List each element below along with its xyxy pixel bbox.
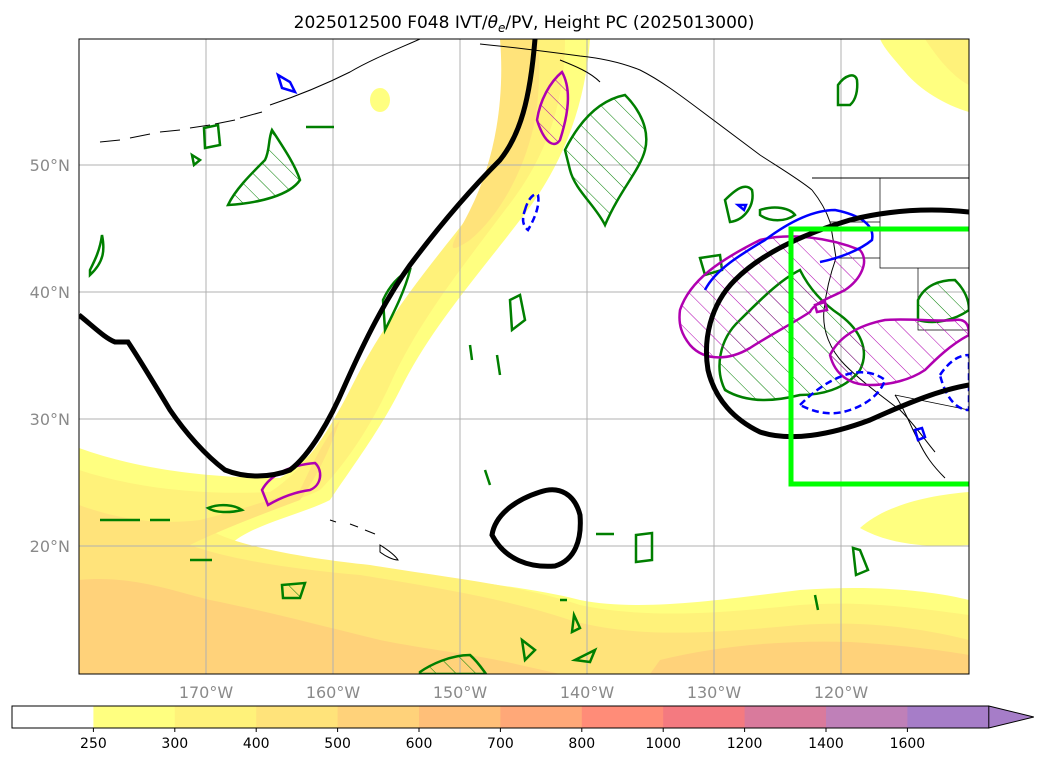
height-contour-main bbox=[79, 39, 538, 479]
theta-e-coast-small-c bbox=[758, 206, 797, 222]
ivt-band-south-500 bbox=[79, 579, 560, 674]
colorbar-tick-label: 400 bbox=[243, 736, 270, 752]
ivt-shading bbox=[79, 39, 969, 674]
colorbar-segment bbox=[337, 706, 420, 728]
theta-e-tropic-d bbox=[280, 581, 307, 600]
theta-e-mid bbox=[381, 267, 412, 335]
theta-e-tropic-h bbox=[520, 637, 598, 664]
colorbar-tick-label: 800 bbox=[568, 736, 595, 752]
colorbar-tick-label: 600 bbox=[406, 736, 433, 752]
lon-label: 160°W bbox=[306, 683, 361, 702]
lon-label: 170°W bbox=[179, 683, 234, 702]
blue-dashed-south bbox=[797, 371, 887, 415]
theta-e-north-blob bbox=[225, 127, 302, 207]
theta-e-tropic-b bbox=[205, 503, 245, 514]
kodiak bbox=[559, 59, 601, 83]
theta-e-small-a bbox=[202, 123, 222, 150]
colorbar-tick-label: 700 bbox=[487, 736, 514, 752]
blue-dashed-a bbox=[521, 193, 540, 232]
ivt-band-south-400 bbox=[79, 420, 969, 674]
colorbar-extension bbox=[988, 705, 1034, 729]
alaska-coast bbox=[269, 39, 421, 106]
ivt-ne-300 bbox=[925, 39, 969, 85]
theta-e-mid-c bbox=[468, 344, 502, 486]
colorbar-tick-label: 1200 bbox=[727, 736, 763, 752]
lon-label: 140°W bbox=[560, 683, 615, 702]
lon-label: 120°W bbox=[814, 683, 869, 702]
hawaii-islands bbox=[329, 519, 399, 561]
colorbar-segment bbox=[500, 706, 583, 728]
alaska-south-coast bbox=[479, 43, 813, 191]
theta-e-tropic-i bbox=[418, 653, 488, 674]
lon-label: 150°W bbox=[433, 683, 488, 702]
region-box bbox=[788, 226, 969, 487]
lat-label: 30°N bbox=[30, 410, 70, 429]
blue-small-a bbox=[734, 203, 927, 442]
theta-e-tropic-f bbox=[851, 546, 870, 577]
lat-label: 20°N bbox=[30, 537, 70, 556]
ivt-streak-core bbox=[452, 39, 540, 249]
ivt-band-south-500b bbox=[650, 641, 969, 674]
theta-e-tropic-e bbox=[596, 531, 654, 564]
longitude-labels: 170°W 160°W 150°W 140°W 130°W 120°W bbox=[179, 683, 869, 702]
aleutian-islands bbox=[99, 111, 263, 143]
colorbar-tick-label: 250 bbox=[80, 736, 107, 752]
colorbar-tick-label: 1400 bbox=[808, 736, 844, 752]
colorbar-segment bbox=[174, 706, 257, 728]
figure-title: 2025012500 F048 IVT/θe/PV, Height PC (20… bbox=[294, 13, 755, 35]
colorbar-segment bbox=[663, 706, 746, 728]
ivt-small-blob bbox=[370, 88, 390, 112]
blue-contours bbox=[275, 72, 969, 442]
map-border bbox=[78, 38, 970, 675]
colorbar-segment bbox=[581, 706, 664, 728]
colorbar-segment bbox=[419, 706, 501, 728]
state-borders bbox=[830, 178, 969, 331]
map-panel bbox=[79, 39, 969, 674]
colorbar-segment bbox=[93, 706, 176, 728]
lat-label: 40°N bbox=[30, 283, 70, 302]
theta-e-west bbox=[88, 234, 105, 278]
pv-north-streak bbox=[535, 70, 570, 146]
theta-e-coast-small-a bbox=[723, 185, 754, 224]
height-contours bbox=[79, 39, 969, 569]
theta-e-north-small bbox=[836, 74, 859, 107]
theta-e-tropic-g bbox=[560, 594, 820, 635]
theta-e-hatched-area bbox=[563, 93, 648, 228]
colorbar: 250 300 400 500 600 700 800 1000 1200 1400 1600 bbox=[11, 705, 1034, 752]
blue-north bbox=[275, 72, 298, 95]
ivt-se-250 bbox=[860, 492, 969, 547]
theta-e-mid-b bbox=[508, 293, 527, 333]
colorbar-tick-label: 1000 bbox=[645, 736, 681, 752]
colorbar-segment bbox=[826, 706, 908, 728]
lon-label: 130°W bbox=[687, 683, 742, 702]
latitude-labels: 50°N 40°N 30°N 20°N bbox=[30, 156, 70, 556]
colorbar-segment bbox=[256, 706, 339, 728]
colorbar-tick-label: 300 bbox=[161, 736, 188, 752]
blue-coast-solid bbox=[703, 208, 874, 291]
colorbar-segment bbox=[12, 706, 94, 728]
theta-e-small-c bbox=[190, 152, 203, 168]
height-contour-closed-low bbox=[489, 487, 583, 569]
mexico-border bbox=[894, 394, 969, 411]
pv-small bbox=[813, 300, 829, 314]
colorbar-segment bbox=[907, 706, 990, 728]
colorbar-tick-label: 1600 bbox=[890, 736, 926, 752]
lat-label: 50°N bbox=[30, 156, 70, 175]
colorbar-segment bbox=[744, 706, 827, 728]
height-contour-coastal bbox=[703, 207, 969, 440]
colorbar-tick-label: 500 bbox=[324, 736, 351, 752]
